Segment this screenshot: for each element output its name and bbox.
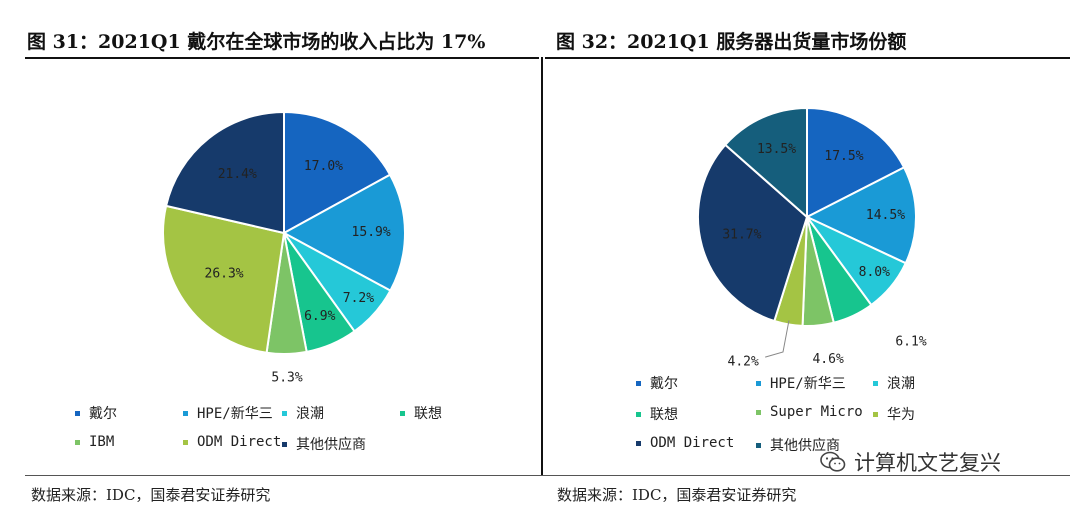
legend-label: 联想 <box>414 406 442 422</box>
data-label: 4.6% <box>812 352 843 367</box>
legend-swatch <box>873 380 878 386</box>
legend-swatch <box>282 441 287 447</box>
legend-label: ODM Direct <box>650 435 735 451</box>
legend-swatch <box>400 410 405 416</box>
legend-item: ODM Direct <box>636 435 734 451</box>
data-label: 13.5% <box>757 142 796 157</box>
data-label: 8.0% <box>859 265 890 280</box>
legend-label: HPE/新华三 <box>197 406 273 422</box>
data-label: 21.4% <box>218 167 257 182</box>
legend-label: Super Micro <box>770 404 863 420</box>
wechat-icon <box>820 451 846 472</box>
legend-label: IBM <box>89 434 115 450</box>
legend-swatch <box>75 410 80 416</box>
legend-item: 华为 <box>873 404 915 424</box>
legend-item: 浪潮 <box>282 403 324 423</box>
pie-slice-ODM Direct <box>162 204 286 354</box>
pie-slice-其他供应商 <box>723 106 808 220</box>
legend-label: 戴尔 <box>650 376 678 392</box>
data-label: 6.9% <box>304 309 335 324</box>
legend-swatch <box>183 439 188 445</box>
data-label: 15.9% <box>352 225 391 240</box>
title-rule-right <box>545 57 1070 59</box>
legend-item: ODM Direct <box>183 434 281 450</box>
pie-slice-HPE/新华三 <box>281 173 406 292</box>
legend-label: ODM Direct <box>197 434 282 450</box>
legend-label: 华为 <box>887 407 915 423</box>
legend-item: 其他供应商 <box>282 434 366 454</box>
chart-title-left: 图 31：2021Q1 戴尔在全球市场的收入占比为 17% <box>27 31 486 53</box>
legend-swatch <box>756 409 761 415</box>
legend-item: 浪潮 <box>873 373 915 393</box>
pie-slice-其他供应商 <box>164 110 285 235</box>
legend-swatch <box>756 380 761 386</box>
data-label: 5.3% <box>271 370 302 385</box>
legend-item: 联想 <box>636 404 678 424</box>
bottom-rule <box>25 475 1070 476</box>
pie-chart-0: 17.0% 15.9% 7.2% 6.9% 5.3% 26.3% 21.4% <box>162 110 406 385</box>
legend-label: 浪潮 <box>296 406 324 422</box>
legend-label: 联想 <box>650 407 678 423</box>
data-label: 26.3% <box>205 266 244 281</box>
legend-label: 浪潮 <box>887 376 915 392</box>
data-label: 31.7% <box>722 228 761 243</box>
pie-slice-ODM Direct <box>697 143 809 323</box>
title-rule-left <box>25 57 539 59</box>
legend-swatch <box>756 442 761 448</box>
legend-item: HPE/新华三 <box>183 403 273 423</box>
legend-swatch <box>183 410 188 416</box>
panel-divider <box>541 57 543 475</box>
watermark-text: 计算机文艺复兴 <box>854 451 1001 475</box>
legend-item: 戴尔 <box>75 403 117 423</box>
leader-line <box>765 320 790 358</box>
data-label: 17.0% <box>304 159 343 174</box>
pie-slice-戴尔 <box>806 106 906 219</box>
pie-slice-戴尔 <box>283 110 392 235</box>
legend-swatch <box>282 410 287 416</box>
source-note-right: 数据来源：IDC，国泰君安证券研究 <box>557 486 797 504</box>
data-label: 17.5% <box>824 149 863 164</box>
legend-label: 戴尔 <box>89 406 117 422</box>
legend-label: 其他供应商 <box>770 438 840 454</box>
data-label: 6.1% <box>895 334 926 349</box>
source-note-left: 数据来源：IDC，国泰君安证券研究 <box>31 486 271 504</box>
legend-item: IBM <box>75 434 114 450</box>
legend-label: 其他供应商 <box>296 437 366 453</box>
legend-swatch <box>636 440 641 446</box>
chart-title-right: 图 32：2021Q1 服务器出货量市场份额 <box>556 31 907 53</box>
legend-item: Super Micro <box>756 404 863 420</box>
legend-item: 联想 <box>400 403 442 423</box>
legend-item: 戴尔 <box>636 373 678 393</box>
legend-swatch <box>75 439 80 445</box>
data-label: 14.5% <box>866 208 905 223</box>
pie-chart-1: 17.5% 14.5% 8.0% 6.1% 4.6% 4.2% 31.7% 13.5% <box>697 106 927 370</box>
data-label: 4.2% <box>728 355 759 370</box>
watermark: 计算机文艺复兴 <box>820 447 1001 477</box>
legend-swatch <box>636 411 641 417</box>
legend-item: 其他供应商 <box>756 435 840 455</box>
legend-item: HPE/新华三 <box>756 373 846 393</box>
legend-label: HPE/新华三 <box>770 376 846 392</box>
legend-swatch <box>636 380 641 386</box>
legend-swatch <box>873 411 878 417</box>
data-label: 7.2% <box>343 291 374 306</box>
pie-slice-HPE/新华三 <box>804 166 917 265</box>
